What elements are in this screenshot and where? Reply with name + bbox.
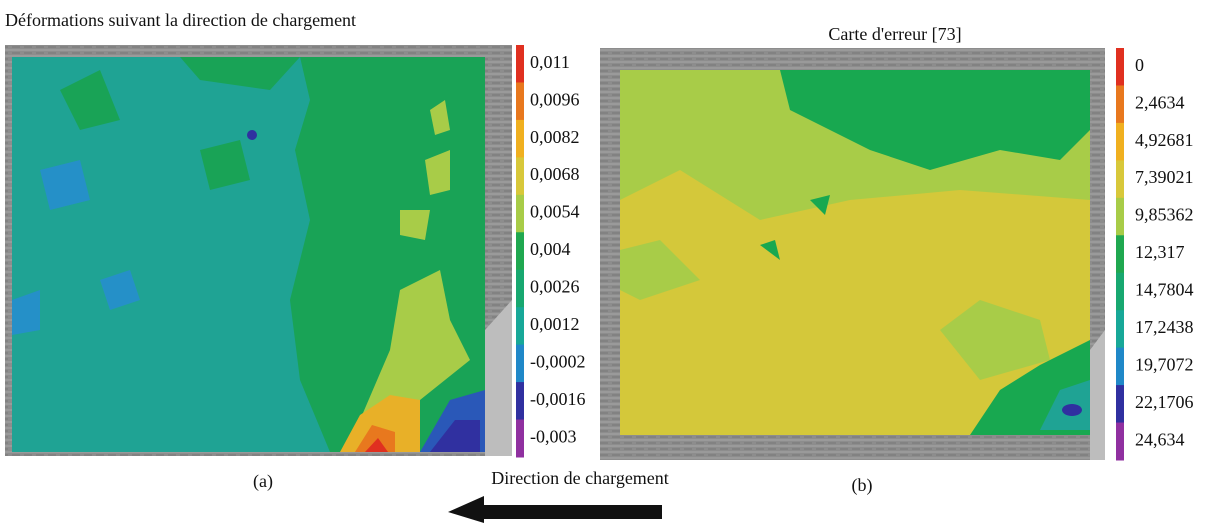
caption: (a) — [253, 471, 273, 492]
colorbar-segment — [1116, 48, 1124, 86]
scale-label: -0,0002 — [530, 351, 586, 371]
colorbar-segment — [1116, 197, 1124, 236]
scale-label: 7,39021 — [1135, 167, 1194, 187]
colorbar-segment — [1116, 272, 1124, 311]
scale-label: 0,0054 — [530, 202, 580, 222]
scale-label: 0,011 — [530, 52, 570, 72]
scale-label: 24,634 — [1135, 429, 1185, 449]
scale-label: -0,0016 — [530, 389, 586, 409]
colorbar-segment — [516, 344, 524, 383]
colorbar-segment — [516, 269, 524, 308]
colorbar-segment — [1116, 122, 1124, 161]
colorbar-segment — [1116, 385, 1124, 424]
colorbar-segment — [516, 119, 524, 158]
colorbar-segment — [516, 194, 524, 233]
direction-arrow — [448, 496, 662, 523]
colorbar-segment — [516, 382, 524, 421]
scale-label: 0 — [1135, 55, 1144, 75]
caption: (b) — [852, 475, 873, 496]
colorbar-segment — [516, 82, 524, 121]
scale-label: 2,4634 — [1135, 92, 1185, 112]
colorbar-segment — [1116, 235, 1124, 274]
colorbar-segment — [1116, 85, 1124, 124]
scale-label: 4,92681 — [1135, 130, 1194, 150]
colorbar-segment — [516, 232, 524, 271]
panel-title: Déformations suivant la direction de cha… — [5, 10, 356, 30]
scale-label: -0,003 — [530, 426, 577, 446]
scale-label: 12,317 — [1135, 242, 1185, 262]
colorbar-segment — [516, 307, 524, 346]
scale-label: 0,004 — [530, 239, 571, 259]
scale-label: 0,0082 — [530, 127, 580, 147]
colorbar-segment — [516, 45, 524, 83]
colorbar-segment — [1116, 160, 1124, 199]
scale-label: 19,7072 — [1135, 354, 1194, 374]
arrow-label: Direction de chargement — [491, 468, 669, 488]
scale-label: 22,1706 — [1135, 392, 1194, 412]
scale-label: 0,0012 — [530, 314, 580, 334]
colorbar-segment — [1116, 347, 1124, 386]
strain-map — [5, 45, 512, 456]
scale-label: 17,2438 — [1135, 317, 1194, 337]
colorbar-segment — [516, 157, 524, 196]
scale-label: 0,0096 — [530, 89, 580, 109]
colorbar-segment — [516, 419, 524, 458]
scale-label: 14,7804 — [1135, 280, 1194, 300]
scale-label: 0,0068 — [530, 164, 580, 184]
scale-label: 0,0026 — [530, 277, 580, 297]
error-map — [600, 48, 1105, 460]
scale-label: 9,85362 — [1135, 205, 1194, 225]
colorbar-segment — [1116, 310, 1124, 349]
panel-title: Carte d'erreur [73] — [828, 24, 961, 44]
colorbar-segment — [1116, 422, 1124, 461]
